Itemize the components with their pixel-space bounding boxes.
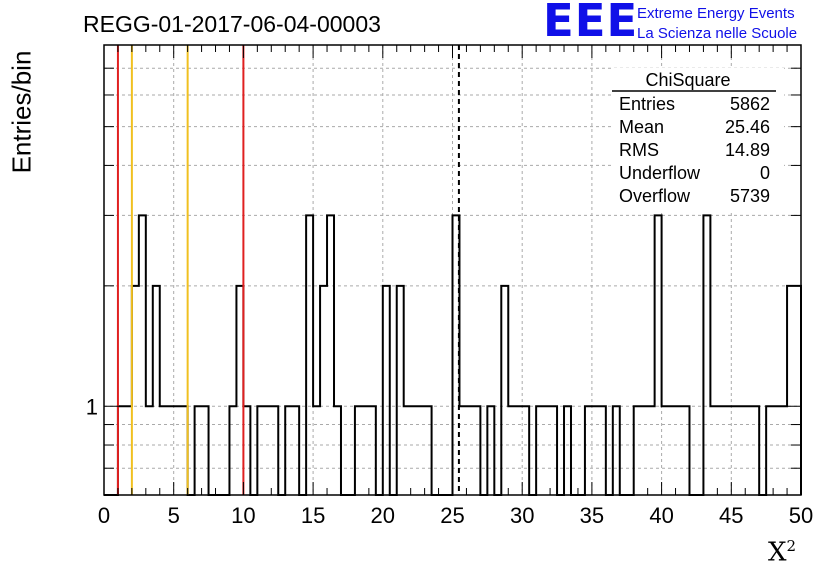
- stats-row-value: 5862: [730, 94, 770, 114]
- eee-logo: EEE: [543, 0, 639, 47]
- stats-row-label: Mean: [619, 117, 664, 137]
- stats-row-value: 0: [760, 163, 770, 183]
- x-tick-label: 50: [789, 503, 813, 528]
- x-tick-label: 30: [510, 503, 534, 528]
- stats-row-value: 14.89: [725, 140, 770, 160]
- stats-row-value: 25.46: [725, 117, 770, 137]
- y-tick-label: 1: [86, 394, 98, 419]
- stats-row-label: Entries: [619, 94, 675, 114]
- stats-row-label: Overflow: [619, 186, 691, 206]
- x-tick-label: 5: [168, 503, 180, 528]
- logo-subtitle-line1: Extreme Energy Events: [637, 5, 795, 22]
- logo-subtitle-line2: La Scienza nelle Scuole: [637, 25, 798, 42]
- x-tick-label: 0: [98, 503, 110, 528]
- stats-box-title: ChiSquare: [645, 70, 730, 90]
- x-axis-label-sup: 2: [786, 537, 797, 555]
- x-tick-label: 35: [580, 503, 604, 528]
- x-axis-label-text: X: [768, 537, 787, 568]
- x-tick-label: 40: [649, 503, 673, 528]
- x-tick-label: 10: [231, 503, 255, 528]
- stats-row-label: Underflow: [619, 163, 701, 183]
- chart-title: REGG-01-2017-06-04-00003: [83, 11, 381, 37]
- stats-row-value: 5739: [730, 186, 770, 206]
- x-tick-label: 15: [301, 503, 325, 528]
- x-tick-label: 25: [440, 503, 464, 528]
- x-tick-label: 45: [719, 503, 743, 528]
- x-tick-label: 20: [371, 503, 395, 528]
- histogram-outline: [104, 214, 802, 496]
- x-axis-label: X2: [768, 537, 796, 568]
- stats-row-label: RMS: [619, 140, 659, 160]
